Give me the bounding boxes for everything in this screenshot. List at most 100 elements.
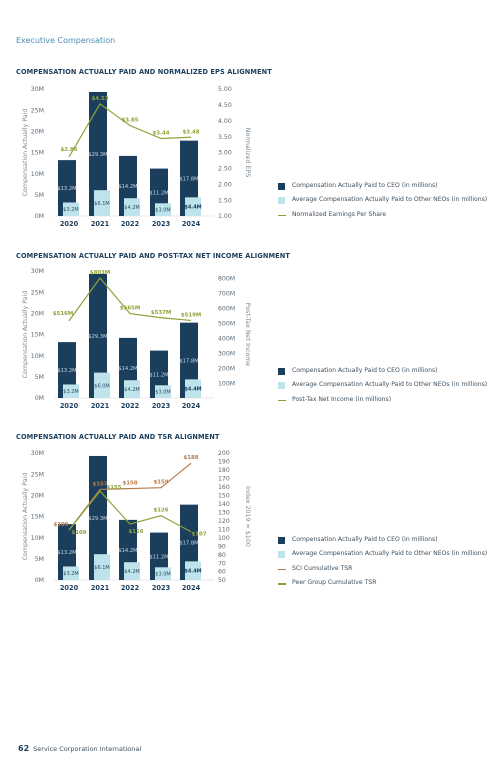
line-point-label: $107	[191, 532, 206, 538]
right-tick-label: 1.00	[218, 213, 232, 220]
right-axis-title: Index 2019 = $100	[244, 486, 251, 547]
line-point-label: $3.44	[152, 131, 169, 137]
ceo-bar-label: $13.2M	[57, 186, 76, 192]
left-tick-label: 5M	[35, 556, 44, 563]
right-tick-label: 130	[218, 509, 230, 516]
left-tick-label: 25M	[31, 289, 44, 296]
x-tick-label: 2022	[121, 220, 140, 228]
neo-bar	[124, 198, 140, 216]
neo-bar-label: $4.2M	[124, 205, 139, 211]
left-tick-label: 20M	[31, 129, 44, 136]
right-tick-label: 190	[218, 459, 230, 466]
left-tick-label: 10M	[31, 171, 44, 178]
legend-label: SCI Cumulative TSR	[292, 564, 353, 572]
legend-label: Compensation Actually Paid to CEO (in mi…	[292, 367, 438, 374]
line-point-label: $116	[128, 529, 143, 535]
left-tick-label: 30M	[31, 450, 44, 457]
neo-bar-label: $6.1M	[94, 565, 109, 571]
line-point-label: $519M	[181, 312, 201, 318]
neo-bar-label: $6.0M	[94, 383, 109, 389]
right-axis-title: Post-Tax Net Income	[244, 303, 251, 367]
left-tick-label: 30M	[31, 86, 44, 93]
left-tick-label: 0M	[35, 577, 44, 584]
x-tick-label: 2022	[121, 402, 140, 410]
legend-swatch	[278, 214, 286, 217]
right-tick-label: 140	[218, 501, 230, 508]
left-tick-label: 15M	[31, 150, 44, 157]
neo-bar	[124, 380, 140, 398]
left-tick-label: 0M	[35, 213, 44, 220]
right-tick-label: 100M	[218, 380, 235, 387]
right-tick-label: 170	[218, 476, 230, 483]
line-point-label: $2.86	[60, 147, 77, 153]
right-tick-label: 110	[218, 526, 230, 533]
ceo-bar-label: $29.3M	[88, 334, 107, 340]
right-tick-label: 700M	[218, 291, 235, 298]
legend-label: Average Compensation Actually Paid to Ot…	[292, 550, 488, 558]
chart-title-net-income: COMPENSATION ACTUALLY PAID AND POST-TAX …	[16, 252, 290, 260]
x-tick-label: 2024	[182, 584, 201, 592]
ceo-bar-label: $17.8M	[179, 176, 198, 182]
neo-bar-label: $3.0M	[155, 208, 170, 214]
ceo-bar	[89, 273, 107, 398]
neo-bar-label: $4.4M	[184, 205, 201, 211]
neo-bar	[155, 385, 171, 398]
line-point-label: $3.85	[121, 118, 138, 124]
left-tick-label: 25M	[31, 107, 44, 114]
legend-label: Average Compensation Actually Paid to Ot…	[292, 196, 488, 204]
line-point-label: $158	[122, 481, 137, 487]
neo-bar	[94, 554, 110, 580]
legend-eps: Compensation Actually Paid to CEO (in mi…	[278, 182, 493, 225]
section-label: Executive Compensation	[16, 36, 116, 45]
right-tick-label: 800M	[218, 276, 235, 283]
eps-alignment-chart: 0M 5M 10M 15M 20M 25M 30M Compensation Actually…	[22, 86, 251, 228]
ceo-bar-label: $11.2M	[149, 372, 168, 378]
neo-bar	[63, 566, 79, 580]
legend-label: Normalized Earnings Per Share	[292, 210, 387, 218]
left-tick-label: 20M	[31, 311, 44, 318]
ceo-bar	[58, 160, 76, 216]
right-tick-label: 4.50	[218, 102, 232, 109]
page-number: 62	[18, 744, 30, 753]
neo-bar	[155, 567, 171, 580]
right-tick-label: 3.50	[218, 134, 232, 141]
neo-bar-label: $4.2M	[124, 387, 139, 393]
legend-swatch	[278, 551, 285, 559]
neo-bar	[185, 197, 201, 216]
ceo-bar-label: $13.2M	[57, 368, 76, 374]
left-tick-label: 30M	[31, 268, 44, 275]
ceo-bar-label: $29.3M	[88, 152, 107, 158]
ceo-bar	[89, 91, 107, 216]
x-tick-label: 2022	[121, 584, 140, 592]
right-tick-label: 60	[218, 569, 226, 576]
ceo-bar	[180, 322, 198, 398]
neo-bar	[124, 562, 140, 580]
right-tick-label: 600M	[218, 306, 235, 313]
ceo-bar-label: $13.2M	[57, 550, 76, 556]
x-tick-label: 2020	[60, 584, 79, 592]
x-tick-label: 2021	[91, 220, 110, 228]
neo-bar	[94, 372, 110, 398]
neo-bar	[94, 190, 110, 216]
left-tick-label: 5M	[35, 374, 44, 381]
page-footer: 62 Service Corporation International	[18, 744, 141, 753]
right-tick-label: 200M	[218, 365, 235, 372]
legend-swatch	[278, 568, 286, 571]
right-tick-label: 200	[218, 450, 230, 457]
ceo-bar-label: $11.2M	[149, 190, 168, 196]
line-point-label: $803M	[90, 270, 110, 276]
right-tick-label: 90	[218, 543, 226, 550]
line-point-label: $516M	[53, 311, 73, 317]
line-point-label: $565M	[120, 306, 140, 312]
legend-item-net-income-line: Post-Tax Net Income (in millions)	[278, 396, 493, 404]
left-tick-label: 20M	[31, 493, 44, 500]
neo-bar-label: $3.2M	[63, 207, 78, 213]
right-tick-label: 100	[218, 535, 230, 542]
ceo-bar-label: $14.2M	[118, 548, 137, 554]
ceo-bar	[180, 504, 198, 580]
legend-label: Compensation Actually Paid to CEO (in mi…	[292, 182, 438, 189]
x-tick-label: 2023	[152, 402, 171, 410]
line-series	[68, 103, 192, 158]
right-tick-label: 4.00	[218, 118, 232, 125]
right-tick-label: 180	[218, 467, 230, 474]
